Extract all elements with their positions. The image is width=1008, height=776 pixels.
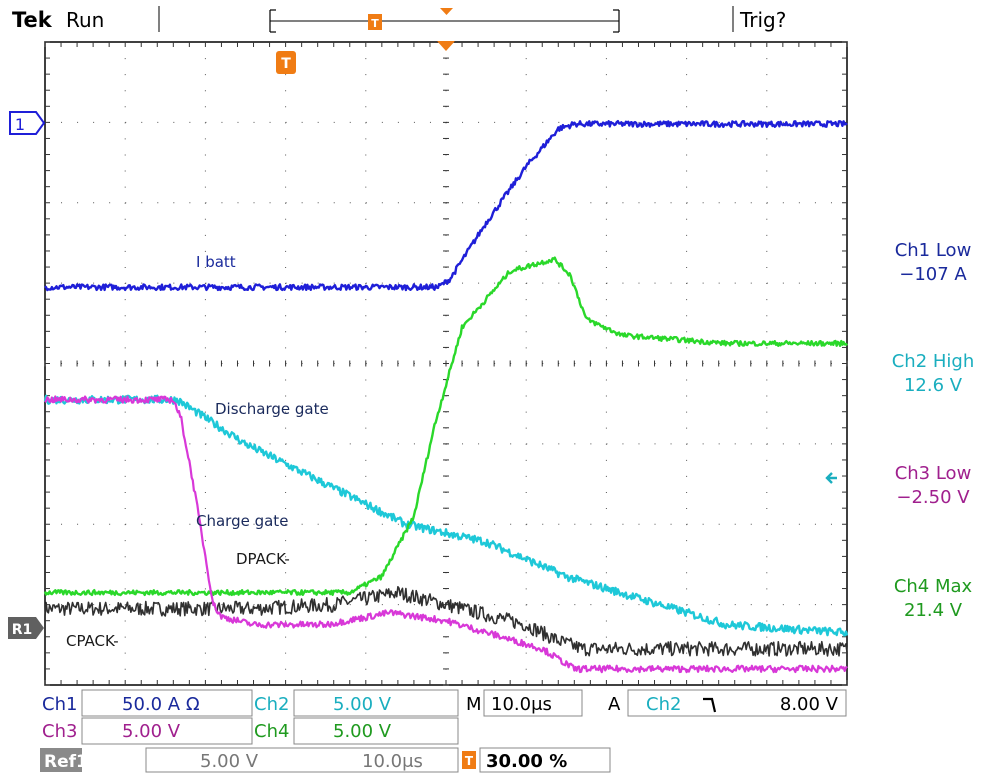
waveform-traces (43, 120, 849, 674)
ref1-ground-marker[interactable]: R1 (8, 617, 44, 639)
trigger-position-box (479, 747, 611, 773)
ch4-trace (43, 256, 848, 597)
measurement-ch2-label: Ch2 High (892, 351, 975, 372)
record-trigger-icon-label: T (371, 17, 379, 30)
annotation-i-batt: I batt (196, 253, 236, 271)
trigger-box (627, 689, 847, 717)
m-label: M (466, 694, 482, 715)
ref1-label[interactable]: Ref1 (44, 752, 88, 772)
time-trigger-marker[interactable]: T (276, 51, 296, 74)
ch1-scale-box (81, 689, 253, 717)
measurement-ch4-value: 21.4 V (904, 600, 963, 621)
measurement-ch1-value: −107 A (899, 264, 967, 285)
record-center-marker-icon (440, 8, 453, 15)
header-bar: Tek Run T Trig? (12, 6, 786, 33)
ch1-ground-marker[interactable]: 1 (9, 111, 46, 135)
annotation-charge-gate: Charge gate (196, 512, 288, 530)
ref1-time: 10.0μs (362, 751, 423, 772)
measurement-ch3-label: Ch3 Low (895, 463, 972, 484)
record-view-bracket[interactable]: T (269, 8, 620, 33)
ch1-scale-value[interactable]: 50.0 A Ω (122, 694, 200, 715)
ch4-label[interactable]: Ch4 (254, 721, 289, 742)
measurement-ch1-label: Ch1 Low (895, 240, 972, 261)
timebase-box (483, 689, 583, 717)
ch2-label[interactable]: Ch2 (254, 694, 289, 715)
ref1-scale-box (145, 747, 459, 773)
measurement-ch3-low[interactable]: Ch3 Low −2.50 V (895, 463, 972, 508)
measurement-panel: Ch1 Low −107 A Ch2 High 12.6 V Ch3 Low −… (892, 240, 975, 621)
measurement-ch4-label: Ch4 Max (894, 576, 973, 597)
ch2-trace (43, 394, 849, 637)
ref1-volts: 5.00 V (200, 751, 259, 772)
trigger-status: Trig? (739, 8, 786, 32)
annotation-discharge-gate: Discharge gate (215, 400, 329, 418)
ch1-label[interactable]: Ch1 (42, 694, 77, 715)
measurement-ch4-max[interactable]: Ch4 Max 21.4 V (894, 576, 973, 621)
ch2-scale-box (293, 689, 459, 717)
trigger-level[interactable]: 8.00 V (780, 694, 839, 715)
ch4-scale-value[interactable]: 5.00 V (333, 721, 392, 742)
graticule-area (43, 41, 849, 686)
trigger-position-value[interactable]: 30.00 % (486, 751, 567, 772)
ref1-marker-label: R1 (12, 622, 33, 638)
ch3-label[interactable]: Ch3 (42, 721, 77, 742)
ch4-scale-box (293, 717, 459, 745)
trigger-position-icon (276, 51, 296, 74)
ch2-trigger-level-arrow-icon[interactable] (825, 472, 837, 484)
measurement-ch3-value: −2.50 V (896, 487, 970, 508)
trigger-position-icon-label: T (281, 56, 291, 72)
annotation-dpack: DPACK- (236, 550, 290, 568)
trigger-position-footer-icon-label: T (465, 754, 474, 768)
brand-logo: Tek (12, 8, 53, 32)
falling-edge-icon (703, 697, 717, 713)
record-trigger-icon (368, 14, 382, 30)
footer-readouts: Ch1 50.0 A Ω Ch2 5.00 V M 10.0μs A Ch2 8… (40, 689, 847, 773)
measurement-ch2-high[interactable]: Ch2 High 12.6 V (892, 351, 975, 396)
annotation-cpack: CPACK- (66, 632, 119, 650)
timebase-value[interactable]: 10.0μs (491, 694, 552, 715)
ch3-scale-value[interactable]: 5.00 V (122, 721, 181, 742)
ch1-trace (44, 120, 848, 292)
horizontal-center-marker-icon[interactable] (437, 41, 455, 51)
ref1-trace (44, 586, 848, 657)
run-status: Run (66, 8, 104, 32)
ref1-label-box (40, 748, 82, 772)
measurement-ch1-low[interactable]: Ch1 Low −107 A (895, 240, 972, 285)
a-label: A (608, 694, 621, 715)
ch2-scale-value[interactable]: 5.00 V (333, 694, 392, 715)
measurement-ch2-value: 12.6 V (904, 375, 963, 396)
ch3-trace (44, 395, 848, 674)
ch1-marker-label: 1 (15, 115, 25, 134)
ch3-scale-box (81, 717, 253, 745)
trigger-position-footer-icon (462, 751, 476, 769)
trigger-source[interactable]: Ch2 (646, 694, 681, 715)
